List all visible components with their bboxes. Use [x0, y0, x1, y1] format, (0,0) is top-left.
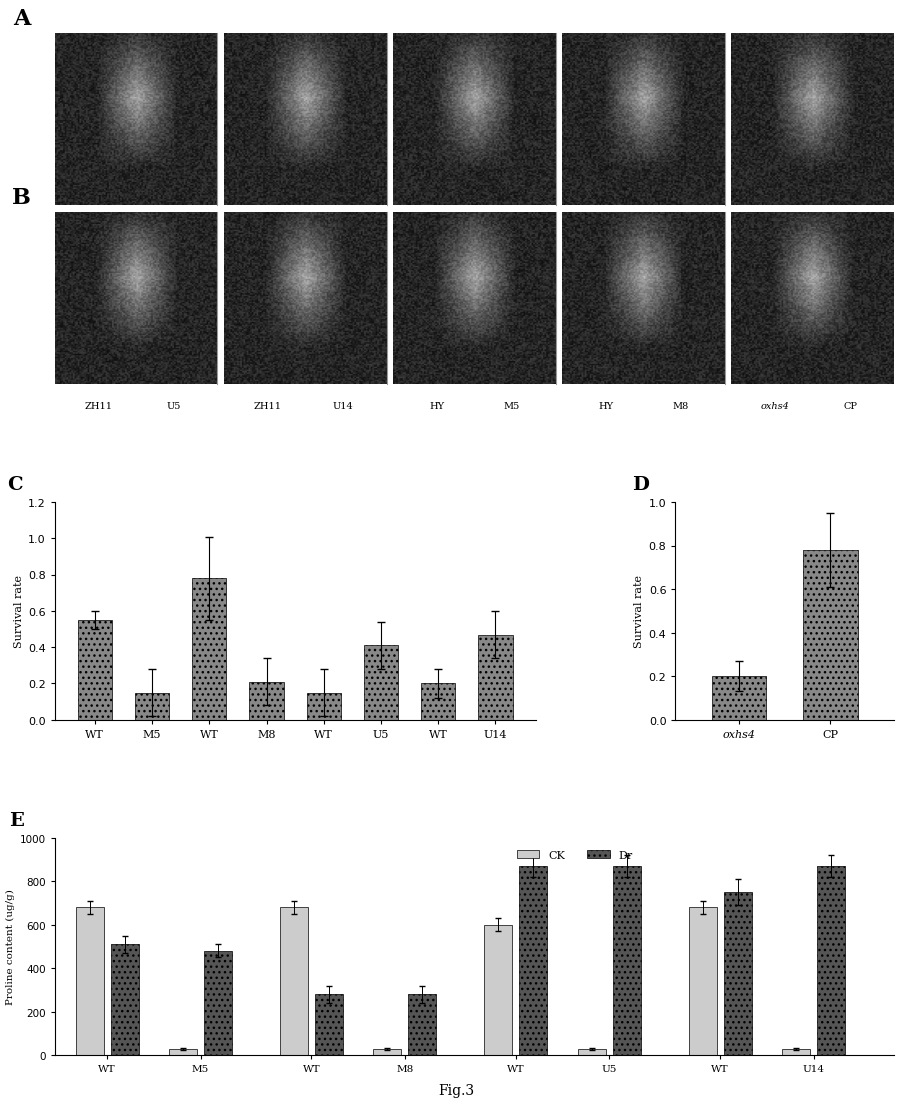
Text: U5: U5: [166, 402, 181, 411]
Text: ZH11: ZH11: [254, 402, 282, 411]
Bar: [409, 994, 436, 1055]
Bar: [689, 908, 717, 1055]
Bar: [135, 693, 169, 720]
Bar: [373, 1049, 401, 1055]
Bar: [110, 944, 139, 1055]
Text: M5: M5: [503, 402, 520, 411]
Bar: [723, 892, 751, 1055]
Bar: [315, 994, 343, 1055]
Text: CP: CP: [843, 402, 857, 411]
Text: U14: U14: [332, 402, 353, 411]
Text: B: B: [12, 187, 30, 209]
Bar: [577, 1049, 606, 1055]
Bar: [421, 683, 455, 720]
Bar: [78, 620, 112, 720]
Text: oxhs4: oxhs4: [761, 402, 790, 411]
Text: HY: HY: [598, 402, 614, 411]
Legend: CK, Dr: CK, Dr: [513, 845, 637, 864]
Bar: [364, 645, 398, 720]
Text: A: A: [13, 8, 30, 30]
Bar: [280, 908, 308, 1055]
Bar: [478, 634, 513, 720]
Text: C: C: [6, 476, 22, 494]
Bar: [484, 925, 513, 1055]
Bar: [169, 1049, 197, 1055]
Bar: [613, 867, 640, 1055]
Bar: [76, 908, 104, 1055]
Text: M8: M8: [673, 402, 689, 411]
Bar: [249, 682, 284, 720]
Text: E: E: [8, 811, 24, 829]
Bar: [711, 677, 766, 720]
Bar: [306, 693, 341, 720]
Bar: [803, 550, 857, 720]
Bar: [519, 867, 547, 1055]
Y-axis label: Survival rate: Survival rate: [14, 574, 24, 648]
Text: HY: HY: [430, 402, 444, 411]
Bar: [817, 867, 845, 1055]
Bar: [192, 579, 226, 720]
Text: ZH11: ZH11: [85, 402, 112, 411]
Bar: [204, 951, 232, 1055]
Y-axis label: Proline content (ug/g): Proline content (ug/g): [6, 889, 16, 1004]
Text: D: D: [632, 476, 648, 494]
Y-axis label: Survival rate: Survival rate: [635, 574, 644, 648]
Bar: [782, 1049, 810, 1055]
Text: Fig.3: Fig.3: [438, 1083, 474, 1098]
